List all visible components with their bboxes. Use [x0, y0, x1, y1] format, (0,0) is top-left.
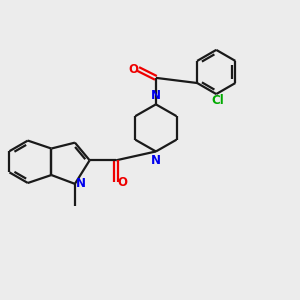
Text: N: N	[151, 154, 161, 167]
Text: Cl: Cl	[211, 94, 224, 107]
Text: O: O	[128, 62, 138, 76]
Text: N: N	[76, 177, 86, 190]
Text: O: O	[118, 176, 128, 189]
Text: N: N	[151, 89, 161, 102]
